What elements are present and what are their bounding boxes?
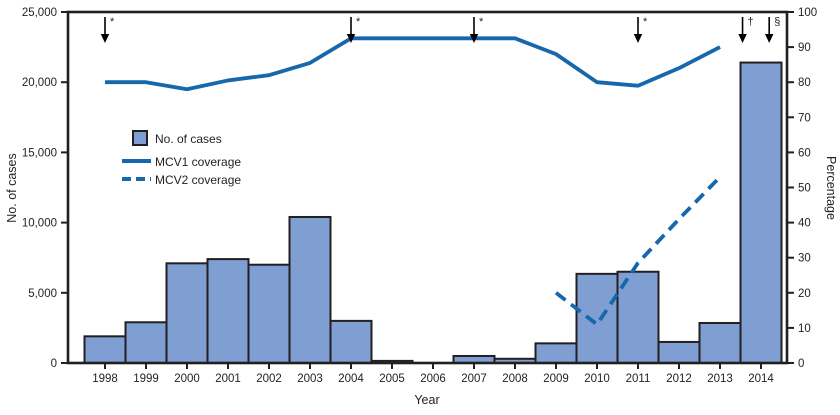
event-arrow-head [633,34,643,43]
left-tick-label: 0 [51,358,57,370]
legend-label: No. of cases [155,132,222,146]
right-axis-title: Percentage [824,156,838,220]
right-tick-label: 30 [798,253,811,265]
bar-1999 [124,321,168,364]
event-arrow-symbol: * [479,16,484,28]
right-tick-label: 70 [798,112,811,124]
mcv2-line [554,175,722,327]
x-tick-label: 2014 [748,373,774,385]
event-arrow-symbol: * [356,16,361,28]
bar-2002 [247,263,291,364]
x-tick-label: 1999 [133,373,159,385]
bar-2014 [739,61,783,364]
x-tick-label: 2001 [215,373,241,385]
bar-2011 [616,270,660,364]
bar-2000 [165,262,209,365]
x-tick-label: 2011 [626,373,651,385]
x-tick-label: 2003 [297,373,323,385]
x-tick-label: 2012 [666,373,692,385]
x-tick-label: 2008 [502,373,528,385]
left-tick-label: 5,000 [28,288,57,300]
right-tick-label: 90 [798,42,811,54]
x-tick-label: 2000 [174,373,200,385]
bar-2010 [575,272,619,365]
x-tick-label: 2006 [420,373,446,385]
left-tick-label: 20,000 [22,77,57,89]
bar-2012 [657,340,701,365]
x-tick-label: 2005 [379,373,405,385]
left-tick-label: 25,000 [22,7,57,19]
legend-swatch-bar [132,130,148,146]
event-arrow-head [469,34,479,43]
x-tick-label: 2007 [461,373,487,385]
x-tick-label: 2010 [584,373,610,385]
bar-2009 [534,342,578,364]
event-arrow-head [346,34,356,43]
right-tick-label: 40 [798,218,811,230]
bar-1998 [83,335,127,365]
mcv1-line [105,36,721,92]
x-tick-label: 2004 [338,373,364,385]
event-arrow-symbol: * [643,16,648,28]
right-tick-label: 10 [798,323,811,335]
right-tick-label: 20 [798,288,811,300]
event-arrow-symbol: † [748,16,754,28]
bar-2013 [698,321,742,364]
right-tick-label: 60 [798,147,811,159]
x-tick-label: 2013 [707,373,733,385]
event-arrow-head [100,34,110,43]
bar-2001 [206,258,250,365]
right-tick-label: 80 [798,77,811,89]
right-tick-label: 50 [798,183,811,195]
x-tick-label: 2009 [543,373,569,385]
x-tick-label: 2002 [256,373,282,385]
right-tick-label: 100 [798,7,817,19]
bar-2004 [329,319,373,365]
legend-label: MCV2 coverage [155,173,241,187]
left-axis-title: No. of cases [5,153,19,222]
left-tick-label: 10,000 [22,218,57,230]
event-arrow-symbol: * [110,16,115,28]
legend-label: MCV1 coverage [155,155,241,169]
event-arrow-symbol: § [774,16,780,28]
x-axis-title: Year [414,393,439,407]
left-tick-label: 15,000 [22,147,57,159]
bar-2003 [288,215,332,364]
event-arrow-head [765,34,774,43]
x-tick-label: 1998 [92,373,118,385]
right-tick-label: 0 [798,358,804,370]
event-arrow-head [738,34,747,43]
